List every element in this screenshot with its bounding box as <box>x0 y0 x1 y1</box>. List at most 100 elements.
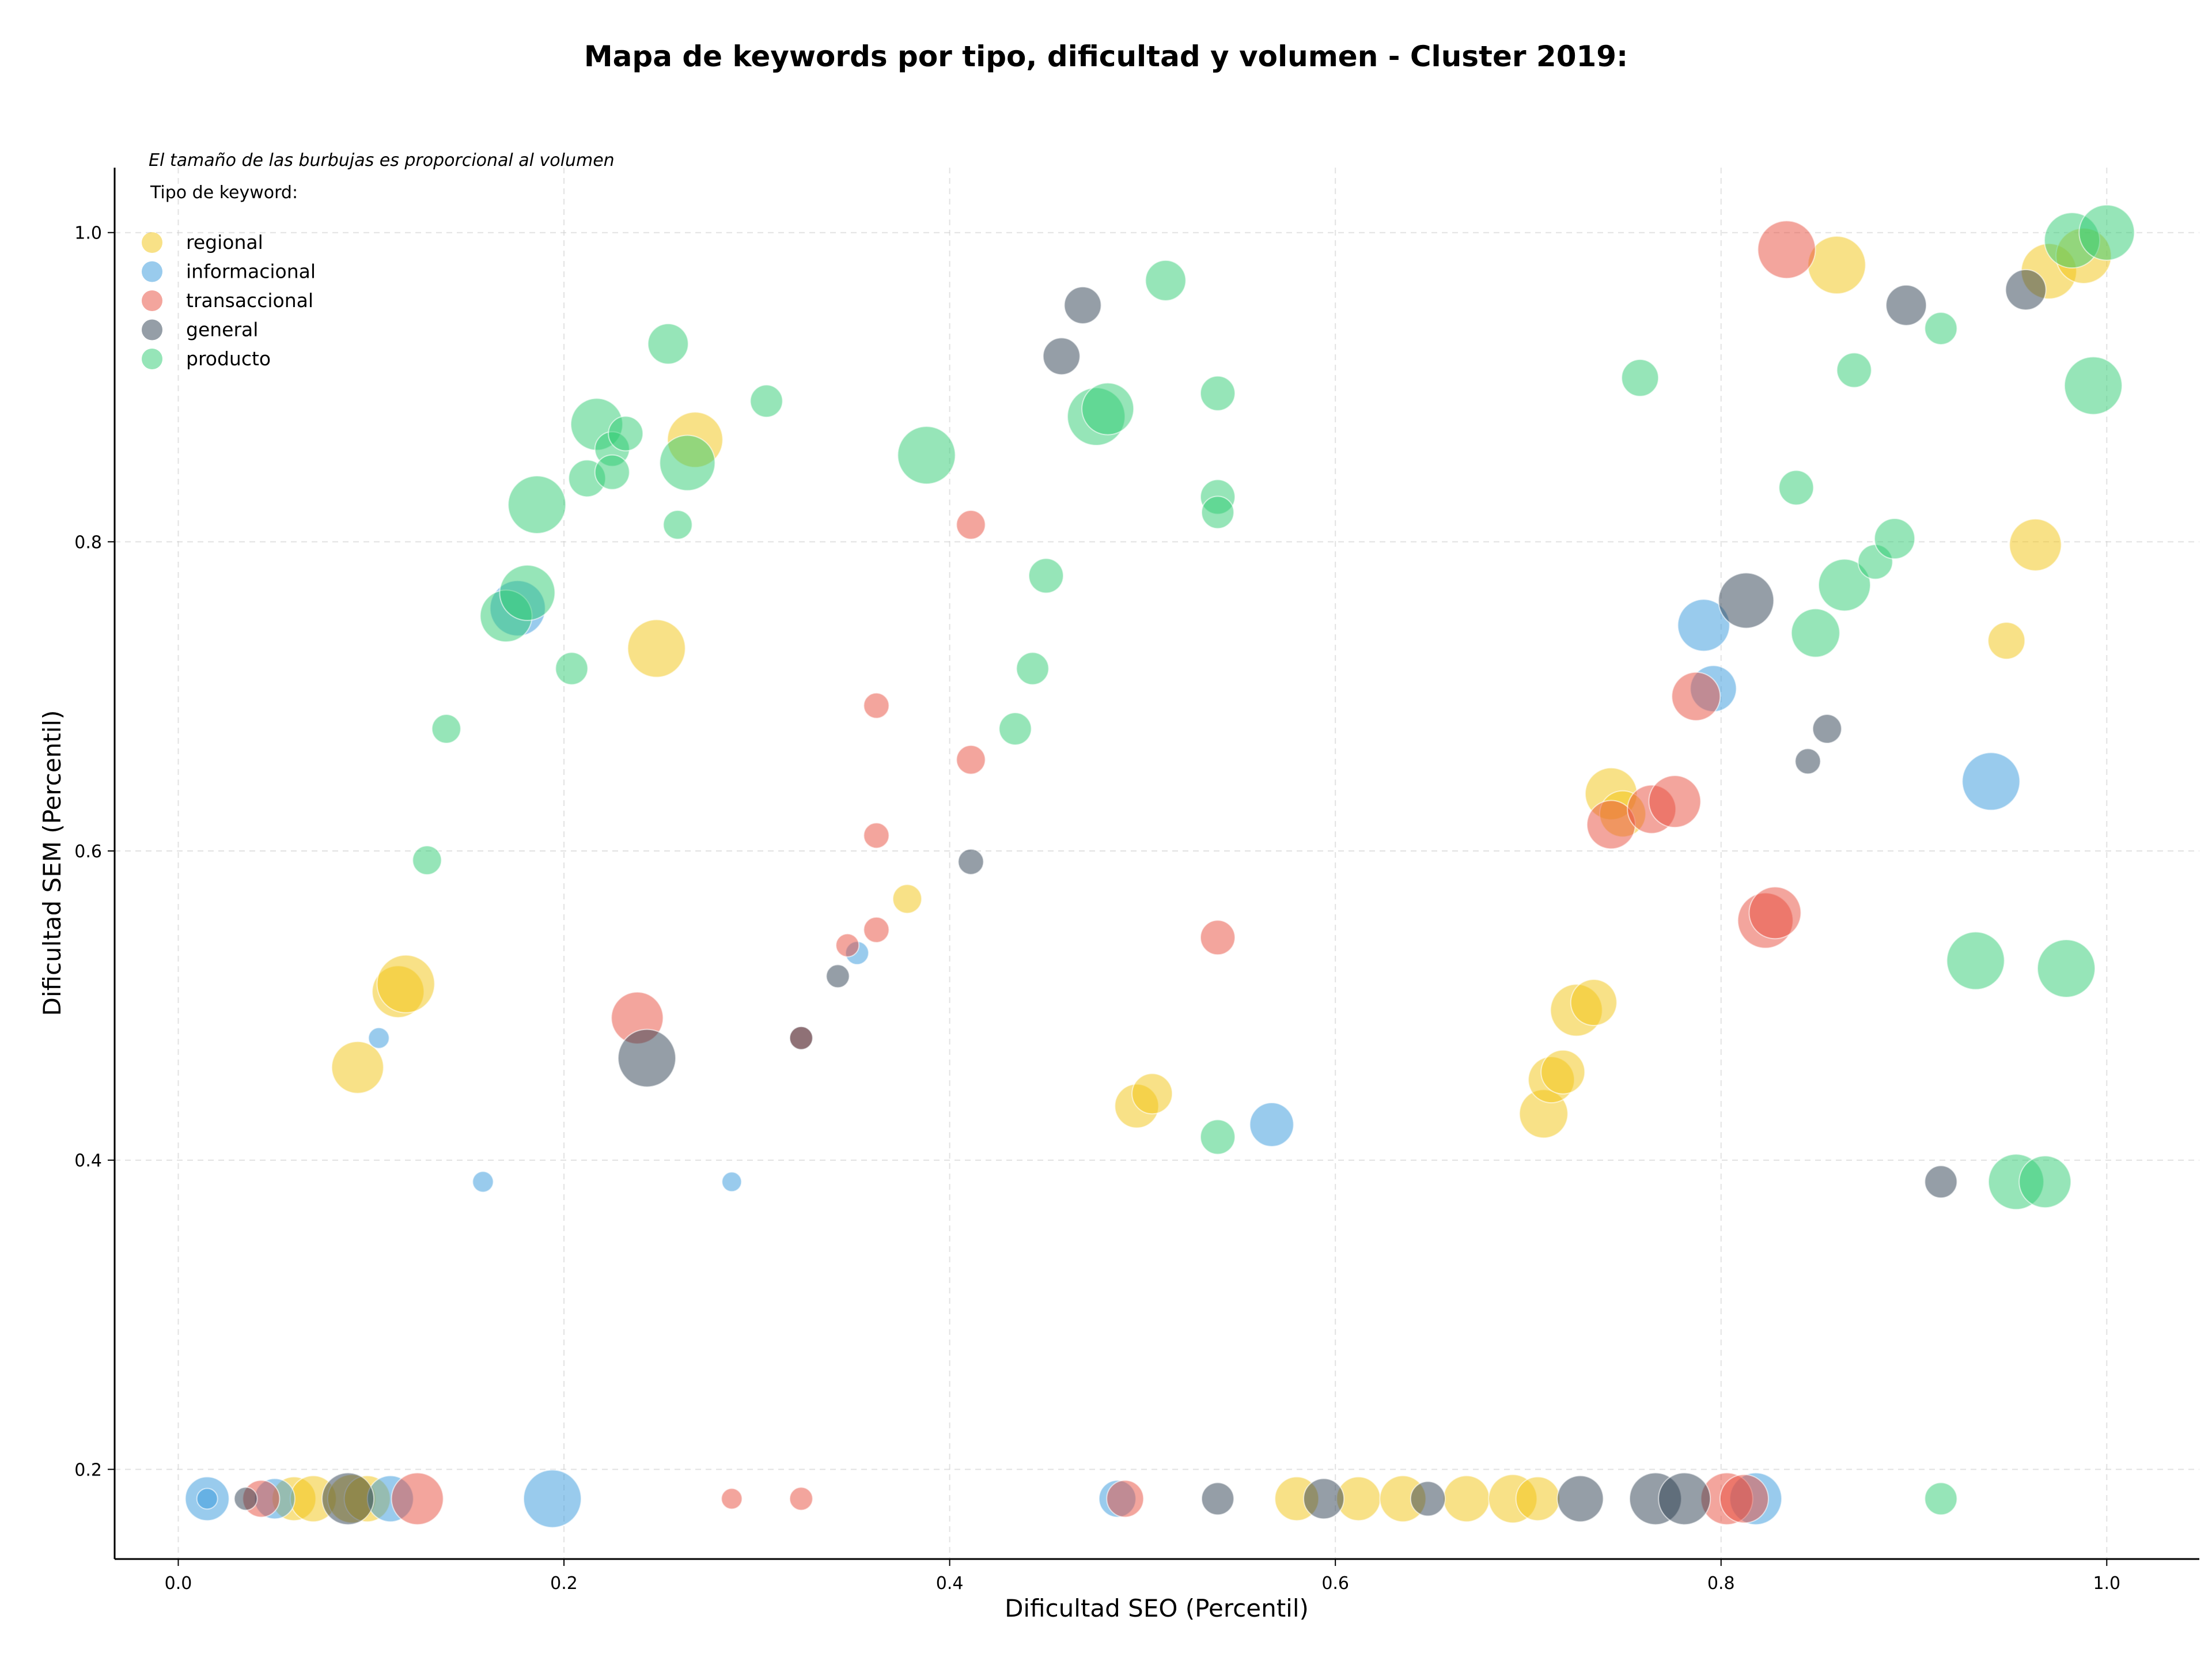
bubble-producto <box>1924 312 1958 346</box>
bubble-producto <box>1946 931 2005 990</box>
legend-title: Tipo de keyword: <box>150 183 298 203</box>
bubble-informacional <box>1249 1102 1294 1147</box>
bubble-producto <box>2078 204 2135 261</box>
y-tick-label: 0.8 <box>74 532 102 553</box>
chart-title: Mapa de keywords por tipo, dificultad y … <box>584 40 1628 73</box>
bubble-general <box>1924 1165 1958 1199</box>
bubble-layer <box>184 204 2135 1528</box>
series-regional <box>271 227 2112 1524</box>
bubble-producto <box>998 712 1032 746</box>
y-axis-label: Dificultad SEM (Percentil) <box>38 710 66 1016</box>
bubble-general <box>618 1028 676 1088</box>
bubble-producto <box>1924 1482 1958 1516</box>
legend-swatch-transaccional <box>142 290 162 311</box>
bubble-producto <box>1199 1119 1236 1155</box>
y-tick-label: 0.2 <box>74 1460 102 1480</box>
bubble-general <box>321 1472 375 1526</box>
x-tick-label: 0.4 <box>936 1573 964 1594</box>
bubble-general <box>1658 1472 1711 1526</box>
bubble-regional <box>376 954 435 1013</box>
legend-swatch-informacional <box>142 261 162 282</box>
bubble-general <box>1063 286 1102 324</box>
bubble-producto <box>1145 259 1187 301</box>
bubble-producto <box>1778 470 1815 506</box>
bubble-general <box>1042 337 1081 376</box>
legend: El tamaño de las burbujas es proporciona… <box>142 150 615 370</box>
bubble-general <box>1794 748 1821 775</box>
bubble-transaccional <box>863 822 890 849</box>
bubble-general <box>1556 1475 1604 1523</box>
bubble-informacional <box>196 1488 218 1510</box>
bubble-transaccional <box>1757 220 1816 279</box>
bubble-producto <box>897 426 956 485</box>
bubble-transaccional <box>863 916 890 943</box>
bubble-producto <box>2037 939 2096 998</box>
bubble-producto <box>749 384 783 418</box>
grid <box>115 168 2199 1559</box>
bubble-regional <box>1131 1073 1173 1115</box>
bubble-informacional <box>368 1027 390 1049</box>
legend-label-regional: regional <box>186 231 263 253</box>
bubble-general <box>825 964 850 989</box>
bubble-producto <box>2018 1155 2072 1209</box>
legend-label-informacional: informacional <box>186 260 316 283</box>
bubble-general <box>2005 268 2047 311</box>
legend-swatch-producto <box>142 349 162 369</box>
bubble-general <box>1200 1482 1234 1516</box>
bubble-transaccional <box>1106 1480 1145 1518</box>
x-tick-label: 1.0 <box>2093 1573 2120 1594</box>
bubble-producto <box>659 434 716 491</box>
x-tick-label: 0.6 <box>1321 1573 1349 1594</box>
x-tick-label: 0.8 <box>1707 1573 1735 1594</box>
bubble-producto <box>1081 382 1135 436</box>
bubble-producto <box>2063 356 2123 415</box>
bubble-regional <box>627 619 686 678</box>
bubble-informacional <box>1961 752 2021 811</box>
legend-label-general: general <box>186 319 258 341</box>
y-tick-label: 0.4 <box>74 1151 102 1171</box>
bubble-producto <box>1818 558 1871 612</box>
series-producto <box>412 204 2135 1516</box>
bubble-producto <box>1790 608 1840 658</box>
bubble-transaccional <box>391 1472 444 1526</box>
bubble-producto <box>1874 518 1916 559</box>
bubble-transaccional <box>863 692 890 719</box>
bubble-informacional <box>721 1171 743 1193</box>
bubble-informacional <box>522 1469 582 1528</box>
bubble-producto <box>594 454 630 490</box>
bubble-general <box>789 1026 813 1050</box>
bubble-producto <box>507 475 567 534</box>
bubble-producto <box>555 652 589 686</box>
series-general <box>233 268 2047 1526</box>
x-tick-label: 0.2 <box>550 1573 578 1594</box>
bubble-general <box>1812 714 1842 744</box>
bubble-transaccional <box>1648 775 1702 828</box>
y-tick-label: 1.0 <box>74 224 102 244</box>
bubble-transaccional <box>1199 920 1236 956</box>
bubble-regional <box>892 884 922 914</box>
bubble-producto <box>608 415 644 452</box>
bubble-regional <box>1987 622 2026 660</box>
bubble-producto <box>1016 652 1050 686</box>
x-axis-label: Dificultad SEO (Percentil) <box>1005 1594 1309 1622</box>
bubble-transaccional <box>1748 886 1802 940</box>
bubble-general <box>1303 1478 1345 1520</box>
axis-ticks: 0.0 0.2 0.4 0.6 0.8 1.0 0.2 0.4 0.6 0.8 1.0 <box>74 224 2120 1594</box>
bubble-producto <box>662 509 693 540</box>
bubble-producto <box>1199 375 1236 411</box>
legend-swatch-general <box>142 319 162 340</box>
legend-swatch-regional <box>142 232 162 253</box>
bubble-producto <box>499 564 556 621</box>
bubble-transaccional <box>956 509 986 540</box>
series-informacional <box>184 580 2021 1528</box>
bubble-producto <box>1200 495 1234 529</box>
bubble-regional <box>1515 1476 1560 1522</box>
legend-label-transaccional: transaccional <box>186 289 313 312</box>
bubble-general <box>1410 1481 1446 1517</box>
legend-note: El tamaño de las burbujas es proporciona… <box>149 150 615 171</box>
bubble-transaccional <box>956 744 986 775</box>
bubble-regional <box>1442 1475 1490 1523</box>
bubble-general <box>957 848 984 875</box>
bubble-general <box>233 1486 258 1511</box>
